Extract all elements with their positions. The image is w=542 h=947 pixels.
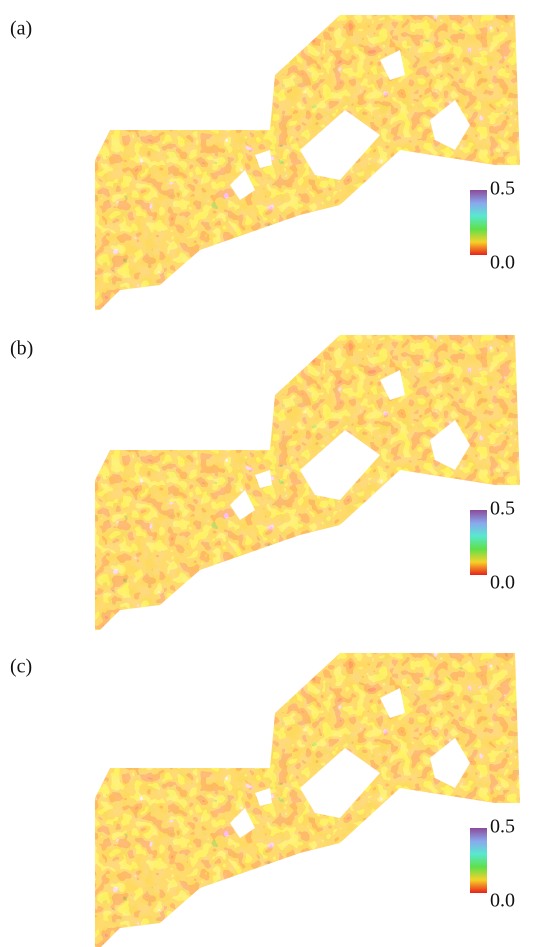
colorbar [470, 190, 487, 255]
colorbar-max: 0.5 [490, 178, 515, 200]
colorbar-min: 0.0 [490, 572, 515, 594]
colorbar [470, 510, 487, 575]
heatmap [95, 15, 520, 310]
heatmap [95, 653, 520, 947]
panel-label: (b) [10, 338, 33, 360]
colorbar-max: 0.5 [490, 816, 515, 838]
panel: (a) 0.5 0.0 [10, 15, 520, 310]
figure: (a) 0.5 0.0 (b) 0.5 0.0 (c) 0.5 0.0 [0, 0, 542, 947]
colorbar-min: 0.0 [490, 252, 515, 274]
panel: (c) 0.5 0.0 [10, 653, 520, 947]
page: (a) 0.5 0.0 (b) 0.5 0.0 (c) 0.5 0.0 (() … [0, 0, 542, 947]
panel-label: (c) [10, 656, 32, 678]
colorbar-max: 0.5 [490, 498, 515, 520]
colorbar [470, 828, 487, 893]
panel: (b) 0.5 0.0 [10, 335, 520, 630]
heatmap [95, 335, 520, 630]
colorbar-min: 0.0 [490, 890, 515, 912]
panel-label: (a) [10, 18, 32, 40]
